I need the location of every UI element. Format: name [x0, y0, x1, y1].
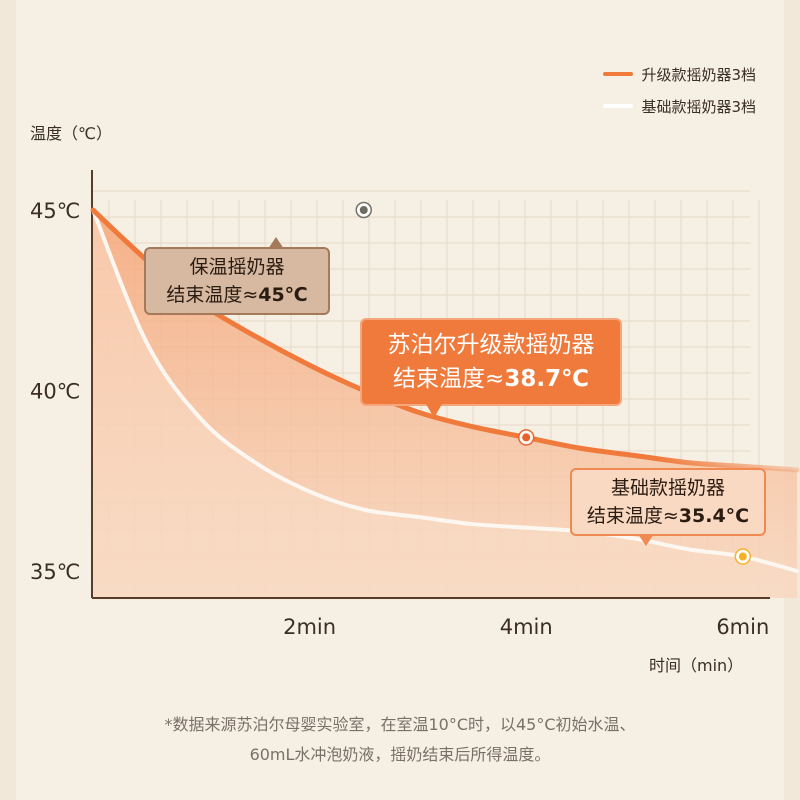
callout-basic-title: 基础款摇奶器 — [610, 477, 725, 499]
callout-keep-warm-title: 保温摇奶器 — [189, 256, 285, 278]
data-point-marker-dot — [738, 552, 747, 561]
data-point-marker-dot — [359, 206, 368, 214]
callout-keep-warm-temp: 结束温度≈45℃ — [166, 284, 308, 306]
chart-markers — [355, 201, 752, 565]
callout-upgraded-temp: 结束温度≈38.7℃ — [393, 366, 589, 392]
x-axis-title: 时间（min） — [649, 656, 744, 675]
legend-label-basic: 基础款摇奶器3档 — [641, 97, 756, 116]
callout-keep-warm: 保温摇奶器 结束温度≈45℃ — [144, 237, 330, 315]
callout-upgraded: 苏泊尔升级款摇奶器 结束温度≈38.7℃ — [360, 318, 622, 418]
callout-basic-temp: 结束温度≈35.4°C — [586, 505, 750, 527]
footnote-line-1: *数据来源苏泊尔母婴实验室，在室温10°C时，以45°C初始水温、 — [164, 715, 636, 734]
y-tick-label: 45℃ — [30, 199, 80, 223]
series-line-basic — [91, 208, 799, 573]
callout-basic: 基础款摇奶器 结束温度≈35.4°C — [570, 468, 766, 546]
y-tick-label: 35℃ — [30, 560, 80, 584]
legend-label-upgraded: 升级款摇奶器3档 — [641, 65, 756, 84]
chart-ticks: 45℃ 40℃ 35℃ 2min 4min 6min — [30, 199, 769, 639]
footnote: *数据来源苏泊尔母婴实验室，在室温10°C时，以45°C初始水温、 60mL水冲… — [0, 710, 800, 770]
callout-pointer — [268, 237, 284, 249]
x-tick-label: 2min — [283, 615, 336, 639]
chart-axes — [91, 170, 770, 599]
callout-pointer — [638, 534, 654, 546]
callout-upgraded-title: 苏泊尔升级款摇奶器 — [387, 332, 595, 358]
data-point-marker-dot — [522, 433, 531, 442]
area-fill-basic — [92, 210, 797, 598]
x-tick-label: 4min — [500, 615, 553, 639]
y-axis-title: 温度（℃） — [30, 124, 112, 143]
legend-swatch-upgraded — [603, 72, 634, 76]
x-tick-label: 6min — [716, 615, 769, 639]
legend-item-upgraded: 升级款摇奶器3档 — [603, 58, 756, 90]
legend: 升级款摇奶器3档 基础款摇奶器3档 — [603, 58, 756, 122]
footnote-line-2: 60mL水冲泡奶液，摇奶结束后所得温度。 — [249, 745, 551, 764]
y-tick-label: 40℃ — [30, 380, 80, 404]
callout-pointer — [426, 404, 442, 418]
legend-item-basic: 基础款摇奶器3档 — [603, 90, 756, 122]
legend-swatch-basic — [603, 104, 634, 108]
